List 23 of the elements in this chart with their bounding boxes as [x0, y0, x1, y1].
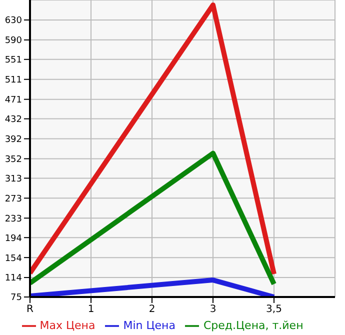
y-tick-label: 511 [4, 76, 22, 86]
x-tick-label: 1 [88, 304, 94, 316]
y-tick-label: 273 [4, 194, 22, 204]
x-tick-label: 3,5 [266, 304, 282, 316]
y-tick-label: 114 [4, 274, 22, 284]
legend-label: Min Цена [123, 319, 176, 332]
y-tick-label: 154 [4, 254, 22, 264]
legend-label: Сред.Цена, т.йен [203, 319, 304, 332]
y-tick-label: 313 [4, 174, 22, 184]
y-tick-label: 352 [4, 154, 22, 165]
y-tick-label: 75 [10, 293, 22, 304]
y-tick-label: 551 [4, 56, 22, 66]
legend-label: Max Цена [40, 319, 96, 332]
y-tick-label: 471 [4, 96, 22, 106]
y-tick-label: 392 [4, 134, 22, 145]
y-tick-label: 432 [4, 114, 22, 125]
y-tick-label: 590 [4, 36, 22, 46]
y-tick-label: 233 [4, 214, 22, 224]
x-tick-label: R [26, 304, 34, 316]
x-tick-label: 3 [210, 304, 216, 316]
y-tick-label: 194 [4, 234, 22, 244]
y-tick-label: 630 [4, 16, 22, 26]
x-tick-label: 2 [148, 304, 156, 316]
